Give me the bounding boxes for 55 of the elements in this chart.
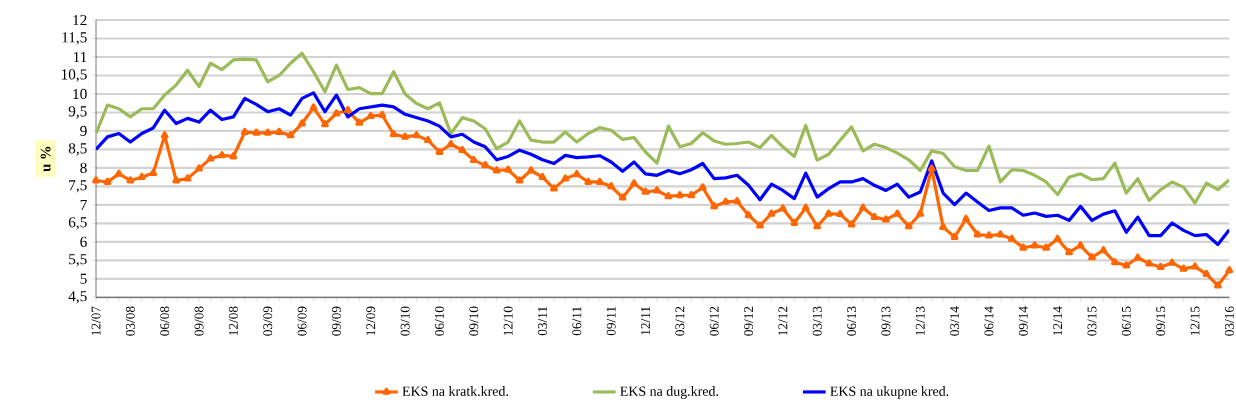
y-tick-label: 11,5 (62, 32, 87, 45)
y-tick-label: 8 (80, 162, 87, 174)
legend-label: EKS na dug.kred. (620, 386, 719, 399)
legend-label: EKS na ukupne kred. (830, 386, 949, 399)
x-tick-label: 09/13 (881, 306, 891, 336)
y-tick-label: 5,5 (69, 254, 87, 267)
y-tick-label: 9,5 (68, 106, 87, 119)
y-axis-title: u % (40, 146, 51, 172)
x-tick-label: 03/09 (263, 306, 273, 336)
x-tick-label: 03/08 (125, 306, 135, 336)
y-tick-label: 8,5 (68, 143, 87, 156)
x-tick-label: 09/10 (469, 306, 479, 336)
y-tick-label: 11 (73, 51, 87, 63)
x-tick-label: 12/14 (1053, 306, 1063, 336)
x-tick-label: 06/14 (984, 306, 994, 336)
x-tick-label: 09/08 (194, 306, 204, 336)
x-tick-label: 03/14 (950, 306, 960, 336)
legend-label: EKS na kratk.kred. (402, 386, 508, 396)
x-tick-label: 12/11 (641, 306, 650, 335)
y-tick-label: 6 (80, 236, 87, 247)
x-tick-label: 03/10 (400, 306, 410, 336)
x-tick-label: 09/15 (1156, 306, 1166, 336)
y-tick-label: 7 (80, 199, 87, 210)
y-tick-label: 4,5 (68, 291, 87, 304)
x-tick-label: 03/11 (537, 306, 547, 336)
x-tick-label: 12/09 (366, 306, 376, 336)
x-tick-label: 03/12 (675, 306, 685, 336)
x-tick-label: 12/07 (91, 306, 101, 336)
x-tick-label: 09/14 (1018, 306, 1028, 336)
x-tick-label: 09/12 (744, 306, 754, 336)
y-tick-label: 9 (80, 125, 87, 137)
x-tick-label: 06/11 (572, 306, 582, 336)
line-series (96, 51, 1230, 205)
x-tick-label: 12/10 (503, 306, 513, 336)
x-tick-label: 09/11 (606, 306, 616, 336)
x-tick-label: 09/09 (331, 306, 341, 336)
y-tick-label: 6,5 (68, 217, 87, 230)
x-tick-label: 03/16 (1224, 306, 1234, 336)
x-tick-label: 06/13 (847, 306, 857, 336)
x-tick-label: 12/13 (915, 306, 925, 336)
x-tick-label: 06/15 (1121, 306, 1131, 336)
y-tick-label: 12 (73, 14, 87, 26)
x-tick-label: 12/08 (228, 306, 238, 336)
y-tick-label: 5 (80, 273, 87, 284)
x-tick-label: 03/15 (1087, 306, 1097, 336)
x-tick-label: 03/13 (812, 306, 822, 336)
y-tick-label: 7,5 (69, 180, 87, 193)
x-tick-label: 12/15 (1190, 306, 1200, 336)
y-tick-label: 10 (73, 88, 87, 100)
y-tick-label: 10,5 (61, 69, 87, 82)
x-tick-label: 06/12 (709, 306, 719, 336)
x-tick-label: 06/09 (297, 306, 307, 336)
x-tick-label: 06/10 (434, 306, 444, 336)
x-tick-label: 06/08 (160, 306, 170, 336)
x-tick-label: 12/12 (778, 306, 788, 336)
